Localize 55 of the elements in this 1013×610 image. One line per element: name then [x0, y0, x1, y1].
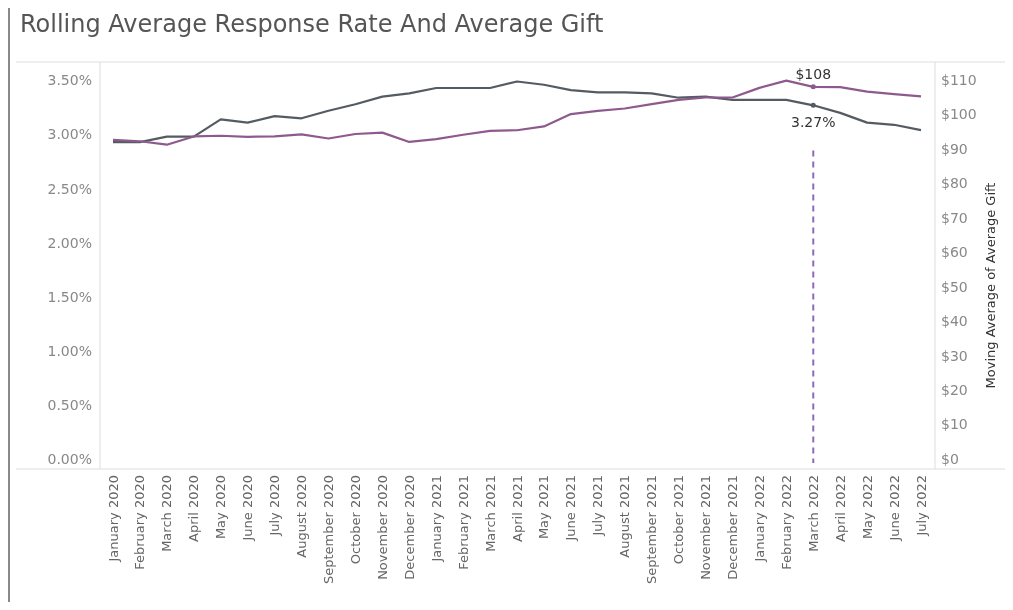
y-tick-label: 2.00%: [47, 234, 92, 251]
y2-tick-label: $110: [941, 71, 977, 88]
data-label: 3.27%: [791, 114, 836, 131]
y2-tick-label: $70: [941, 209, 968, 226]
x-tick-label: July 2021: [590, 475, 606, 537]
x-tick-label: November 2021: [698, 475, 714, 580]
y2-tick-label: $90: [941, 140, 968, 157]
y2-tick-label: $0: [941, 450, 959, 467]
x-tick-label: March 2022: [805, 475, 821, 552]
x-tick-label: October 2020: [347, 475, 363, 565]
x-tick-label: June 2020: [240, 475, 256, 542]
x-tick-label: September 2021: [644, 475, 660, 585]
x-tick-label: February 2022: [778, 475, 794, 570]
y2-tick-label: $100: [941, 106, 977, 123]
y-tick-label: 3.00%: [47, 126, 92, 143]
y-tick-label: 3.50%: [47, 72, 92, 89]
y-tick-label: 0.50%: [47, 397, 92, 414]
y-tick-label: 1.50%: [47, 288, 92, 305]
y-tick-label: 1.00%: [47, 342, 92, 359]
y2-tick-label: $40: [941, 313, 968, 330]
x-tick-label: April 2020: [186, 475, 202, 542]
x-tick-label: May 2022: [859, 475, 875, 540]
chart-title: Rolling Average Response Rate And Average Gift: [20, 10, 604, 38]
y2-tick-label: $10: [941, 416, 968, 433]
x-tick-label: July 2020: [267, 475, 283, 537]
x-tick-label: June 2022: [886, 475, 902, 542]
x-tick-label: October 2021: [671, 475, 687, 565]
y2-tick-label: $80: [941, 175, 968, 192]
y2-tick-label: $20: [941, 381, 968, 398]
x-tick-label: September 2020: [321, 475, 337, 585]
x-tick-label: June 2021: [563, 475, 579, 542]
x-tick-label: March 2020: [159, 475, 175, 552]
y2-tick-label: $60: [941, 244, 968, 261]
x-tick-label: May 2020: [213, 475, 229, 540]
y2-tick-label: $50: [941, 278, 968, 295]
x-tick-label: February 2021: [455, 475, 471, 570]
x-tick-label: January 2021: [428, 475, 444, 563]
x-tick-label: July 2022: [913, 475, 929, 537]
x-tick-label: January 2022: [751, 475, 767, 563]
data-label: $108: [795, 65, 832, 82]
x-tick-label: November 2020: [374, 475, 390, 580]
y-tick-label: 0.00%: [47, 451, 92, 468]
x-tick-label: May 2021: [536, 475, 552, 540]
x-tick-label: August 2020: [294, 475, 310, 558]
x-tick-label: January 2020: [105, 475, 121, 563]
y-tick-label: 2.50%: [47, 180, 92, 197]
x-tick-label: August 2021: [617, 475, 633, 558]
x-tick-label: April 2022: [832, 475, 848, 542]
x-tick-label: April 2021: [509, 475, 525, 542]
x-tick-label: March 2021: [482, 475, 498, 552]
x-tick-label: February 2020: [132, 475, 148, 570]
y2-tick-label: $30: [941, 347, 968, 364]
x-tick-label: December 2021: [725, 475, 741, 580]
y2-axis-title: Moving Average of Average Gift: [983, 182, 998, 389]
x-tick-label: December 2020: [401, 475, 417, 580]
